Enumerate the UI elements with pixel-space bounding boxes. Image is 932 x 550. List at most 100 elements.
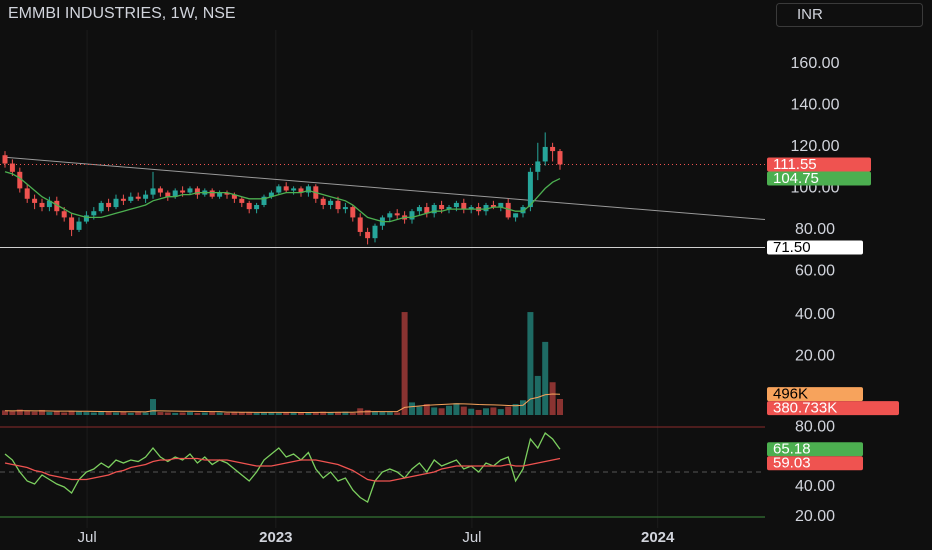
candle-body bbox=[39, 202, 45, 208]
volume-bar bbox=[320, 411, 327, 415]
volume-bar bbox=[209, 412, 216, 415]
candle-body bbox=[106, 202, 112, 208]
candle-body bbox=[305, 186, 311, 193]
volume-bar bbox=[283, 412, 290, 415]
volume-bar bbox=[90, 412, 97, 415]
volume-bar bbox=[2, 410, 8, 415]
x-tick-label: Jul bbox=[78, 529, 97, 546]
volume-bar bbox=[534, 375, 541, 415]
volume-bar bbox=[431, 407, 438, 415]
candle-body bbox=[187, 188, 193, 193]
candle-body bbox=[350, 207, 356, 218]
candle-body bbox=[54, 200, 60, 212]
price-label-box bbox=[767, 401, 899, 416]
volume-bar bbox=[409, 402, 415, 415]
candle-body bbox=[83, 215, 89, 222]
volume-bar bbox=[142, 412, 149, 415]
volume-bar bbox=[438, 408, 445, 415]
volume-bar bbox=[157, 412, 164, 415]
volume-bar bbox=[164, 412, 171, 415]
candle-body bbox=[120, 198, 126, 201]
candle-body bbox=[180, 190, 186, 193]
volume-bar bbox=[113, 412, 119, 415]
candle-body bbox=[261, 196, 267, 205]
price-label-box bbox=[767, 442, 863, 457]
price-label: 65.18 bbox=[773, 441, 811, 458]
candle-body bbox=[520, 207, 526, 214]
volume-bar bbox=[312, 412, 319, 415]
candle-body bbox=[320, 198, 326, 205]
volume-bar bbox=[423, 404, 430, 415]
volume-bar bbox=[9, 411, 16, 415]
y-tick-label: 140.00 bbox=[791, 97, 840, 114]
price-label: 496K bbox=[773, 386, 808, 403]
candle-body bbox=[268, 192, 274, 197]
price-label-box bbox=[767, 157, 871, 172]
price-label: 71.50 bbox=[773, 239, 811, 256]
candle-body bbox=[165, 192, 171, 197]
volume-bar bbox=[261, 412, 267, 415]
candle-body bbox=[2, 155, 8, 164]
price-label: 104.75 bbox=[773, 170, 819, 187]
volume-bar bbox=[364, 409, 371, 415]
candle-body bbox=[453, 202, 459, 208]
price-label-box bbox=[767, 387, 863, 402]
volume-bar bbox=[53, 411, 60, 415]
volume-bar bbox=[372, 411, 378, 415]
volume-bar bbox=[298, 412, 304, 415]
y-tick-label: 120.00 bbox=[791, 138, 840, 155]
candle-body bbox=[209, 190, 215, 197]
volume-bar bbox=[76, 411, 82, 415]
volume-bar bbox=[275, 412, 282, 415]
currency-box[interactable] bbox=[776, 3, 923, 27]
candle-body bbox=[328, 200, 334, 205]
volume-bar bbox=[490, 407, 497, 415]
currency[interactable]: INR bbox=[797, 6, 823, 23]
candle-body bbox=[9, 163, 15, 172]
candle-body bbox=[527, 171, 533, 208]
volume-bar bbox=[386, 412, 393, 415]
volume-bar bbox=[542, 341, 549, 415]
y-tick-label: 60.00 bbox=[795, 263, 835, 280]
volume-bar bbox=[216, 412, 223, 415]
candle-body bbox=[17, 171, 23, 189]
candle-body bbox=[335, 200, 341, 210]
x-tick-label: 2024 bbox=[641, 529, 675, 546]
candle-body bbox=[128, 196, 134, 201]
y-tick-label: 40.00 bbox=[795, 478, 835, 495]
candle-body bbox=[76, 221, 82, 230]
volume-bar bbox=[483, 408, 489, 415]
candle-body bbox=[69, 217, 75, 230]
volume-ma bbox=[4, 393, 561, 413]
volume-bar bbox=[497, 409, 504, 415]
candle-body bbox=[217, 192, 223, 197]
volume-bar bbox=[268, 412, 275, 415]
volume-bar bbox=[187, 412, 193, 415]
price-label-box bbox=[767, 240, 863, 255]
candle-body bbox=[446, 207, 452, 210]
candle-body bbox=[505, 202, 511, 218]
candle-body bbox=[194, 188, 200, 195]
candle-body bbox=[387, 213, 393, 218]
candle-body bbox=[254, 204, 260, 210]
candle-body bbox=[490, 204, 496, 208]
chart-title: EMMBI INDUSTRIES, 1W, NSE bbox=[8, 5, 236, 22]
candle-body bbox=[542, 146, 548, 162]
plot: Jul 2023 Jul 202460.0080.00100.00120.00140.… bbox=[0, 30, 899, 546]
y-tick-label: 80.00 bbox=[795, 418, 835, 435]
candle-body bbox=[424, 207, 430, 214]
rsi-line bbox=[4, 431, 561, 503]
candle-body bbox=[98, 202, 104, 212]
volume-bar bbox=[135, 412, 142, 415]
volume-bar bbox=[39, 409, 45, 415]
volume-bar bbox=[201, 412, 208, 415]
price-label: 380.733K bbox=[773, 400, 837, 417]
x-tick-label: Jul bbox=[462, 529, 481, 546]
candle-body bbox=[291, 188, 297, 191]
volume-bar bbox=[31, 411, 38, 415]
y-tick-label: 20.00 bbox=[795, 348, 835, 365]
candle-body bbox=[557, 151, 563, 165]
candle-body bbox=[372, 225, 378, 239]
volume-bar bbox=[342, 411, 349, 415]
